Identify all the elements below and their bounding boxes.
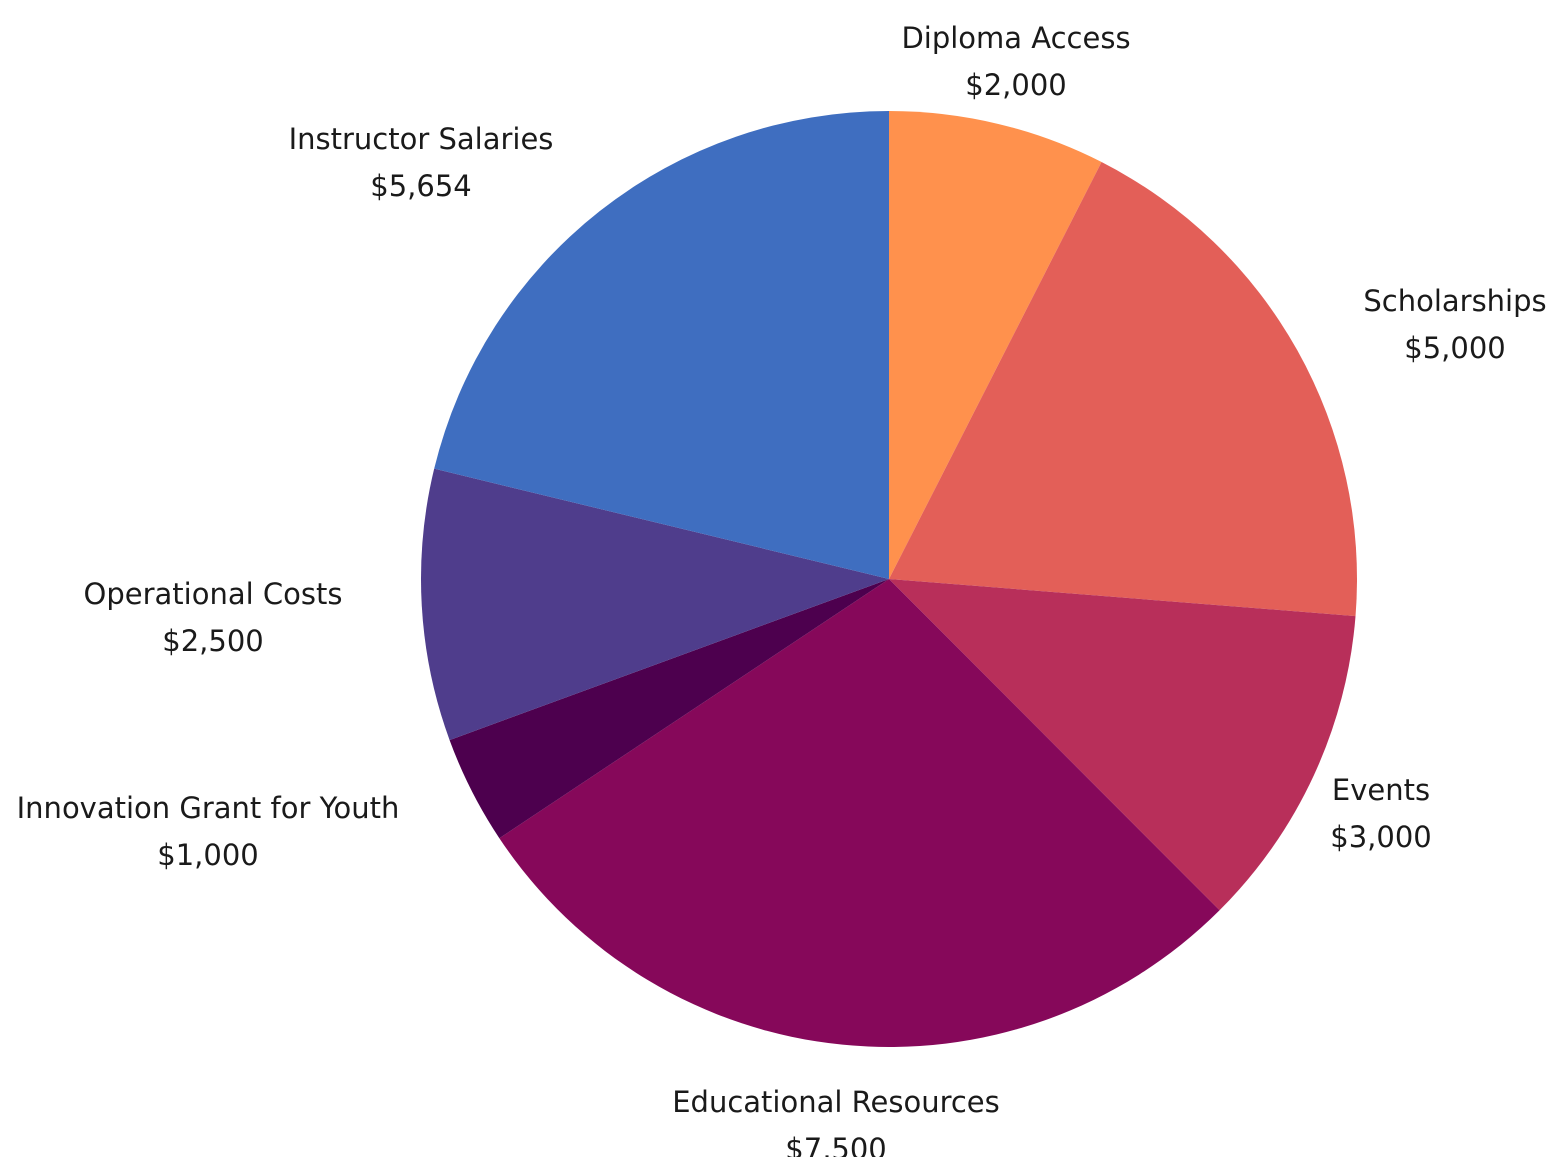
pie-slice-operational-costs bbox=[421, 468, 889, 741]
pie-labels: Diploma Access $2,000 Scholarships $5,000 Ev… bbox=[17, 21, 1547, 1157]
slice-label-events: Events bbox=[1332, 773, 1430, 807]
pie-slice-diploma-access bbox=[889, 111, 1102, 579]
slice-label-diploma-access: Diploma Access bbox=[901, 21, 1130, 55]
pie-slice-instructor-salaries bbox=[434, 111, 889, 579]
slice-value-events: $3,000 bbox=[1330, 820, 1431, 854]
slice-label-innovation-grant-for-youth: Innovation Grant for Youth bbox=[17, 791, 400, 825]
slice-value-educational-resources: $7,500 bbox=[785, 1132, 886, 1157]
slice-label-operational-costs: Operational Costs bbox=[84, 577, 343, 611]
pie-slice-educational-resources bbox=[499, 579, 1220, 1048]
pie-slice-events bbox=[889, 579, 1356, 911]
slice-value-operational-costs: $2,500 bbox=[162, 624, 263, 658]
pie-slices bbox=[421, 111, 1358, 1048]
slice-label-educational-resources: Educational Resources bbox=[672, 1085, 1000, 1119]
slice-value-scholarships: $5,000 bbox=[1404, 331, 1505, 365]
pie-slice-innovation-grant-for-youth bbox=[449, 579, 889, 839]
slice-value-instructor-salaries: $5,654 bbox=[370, 169, 471, 203]
pie-slice-scholarships bbox=[889, 162, 1358, 617]
slice-label-instructor-salaries: Instructor Salaries bbox=[289, 122, 554, 156]
slice-label-scholarships: Scholarships bbox=[1363, 284, 1546, 318]
slice-value-diploma-access: $2,000 bbox=[965, 68, 1066, 102]
slice-value-innovation-grant-for-youth: $1,000 bbox=[157, 838, 258, 872]
